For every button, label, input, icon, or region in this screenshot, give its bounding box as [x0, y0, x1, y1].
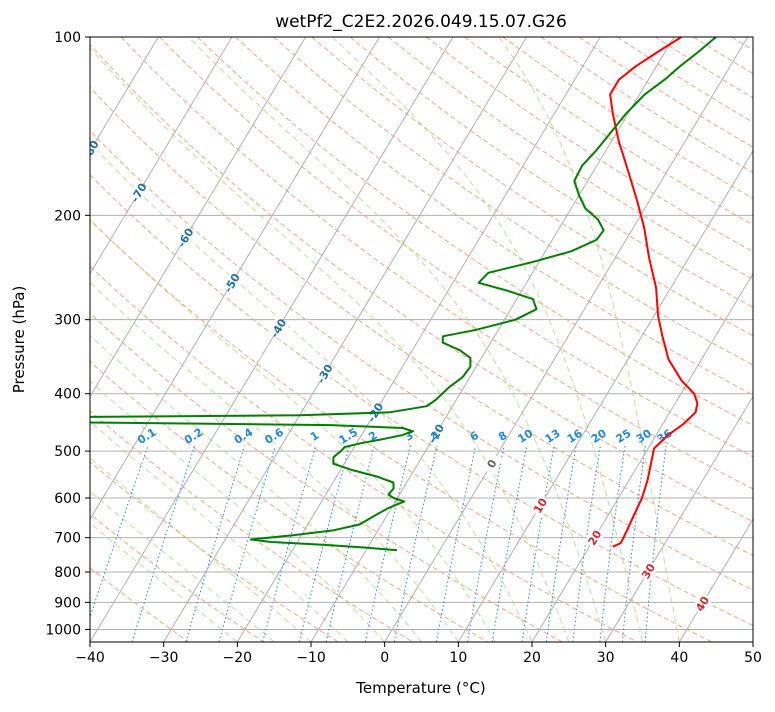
x-tick-label: −40: [75, 650, 105, 666]
moist-adiabat: [333, 37, 643, 642]
moist-adiabat: [8, 50, 532, 642]
dry-adiabat: [426, 37, 775, 642]
dry-adiabat: [0, 37, 264, 642]
x-tick-label: 30: [597, 650, 615, 666]
y-tick-label: 300: [54, 313, 81, 329]
mixing-ratio-line: [394, 446, 437, 642]
x-axis-label: Temperature (°C): [355, 679, 485, 697]
dry-adiabat: [388, 37, 775, 642]
x-tick-label: −10: [296, 650, 326, 666]
dry-adiabat: [350, 37, 775, 642]
mixing-ratio-label: 6: [468, 429, 482, 444]
chart-title: wetPf2_C2E2.2026.049.15.07.G26: [275, 12, 567, 32]
y-tick-label: 900: [54, 595, 81, 611]
mixing-ratio-label: 0.4: [232, 425, 256, 447]
dry-adiabat: [45, 37, 775, 642]
isotherm-line: [164, 37, 527, 642]
isotherm-line: [606, 37, 775, 642]
y-axis-label: Pressure (hPa): [10, 286, 28, 394]
mixing-ratio-label: 0.1: [135, 426, 158, 447]
plot-frame: [90, 37, 753, 642]
x-tick-label: −20: [223, 650, 253, 666]
isotherm-line: [16, 37, 379, 642]
isotherm-line: [90, 37, 453, 642]
y-tick-label: 100: [54, 30, 81, 46]
y-tick-label: 800: [54, 565, 81, 581]
x-tick-label: 40: [670, 650, 688, 666]
dry-adiabat: [0, 37, 413, 642]
isotherm-label-bg: [34, 93, 55, 116]
dry-adiabat: [0, 37, 338, 642]
isotherm-label: 10: [531, 496, 550, 516]
dry-adiabat: [617, 37, 775, 642]
mixing-ratio-label: 13: [543, 427, 563, 446]
mixing-ratio-line: [436, 446, 475, 642]
y-tick-label: 500: [54, 444, 81, 460]
mixing-ratio-line: [468, 446, 505, 642]
isotherm-label: -100: [0, 42, 12, 73]
isotherm-label: -50: [222, 271, 244, 295]
isotherm-label-bg: [0, 45, 10, 68]
mixing-ratio-label: 25: [614, 427, 634, 446]
mixing-ratio-line: [546, 446, 576, 642]
x-tick-label: 20: [523, 650, 541, 666]
dry-adiabat: [83, 37, 775, 642]
y-tick-label: 700: [54, 531, 81, 547]
isotherm-label: -70: [128, 181, 150, 205]
y-tick-label: 600: [54, 491, 81, 507]
mixing-ratio-label: 1: [308, 429, 321, 444]
dry-adiabat: [236, 37, 775, 642]
background-lines: [0, 37, 775, 642]
dry-adiabat: [0, 37, 562, 642]
isotherm-label: -80: [80, 138, 102, 162]
isotherm-line: [0, 37, 232, 642]
dry-adiabat: [197, 37, 775, 642]
dry-adiabat: [541, 37, 775, 642]
isotherm-label: -90: [34, 93, 56, 117]
mixing-ratio-line: [82, 446, 148, 642]
dry-adiabat: [0, 37, 712, 642]
mixing-ratio-line: [219, 446, 275, 642]
mixing-ratio-label: 36: [655, 427, 675, 446]
mixing-ratio-label: 16: [565, 427, 585, 446]
moist-adiabat: [0, 251, 311, 642]
mixing-ratio-line: [132, 446, 195, 642]
x-tick-label: −30: [149, 650, 179, 666]
mixing-ratio-line: [326, 446, 374, 642]
x-tick-label: 10: [449, 650, 467, 666]
mixing-ratio-label: 0.2: [182, 426, 205, 447]
y-tick-label: 1000: [45, 622, 81, 638]
dry-adiabat: [0, 37, 189, 642]
moist-adiabat: [0, 273, 274, 642]
isotherm-line: [532, 37, 775, 642]
x-tick-label: 50: [744, 650, 762, 666]
isotherm-label: 40: [693, 594, 712, 614]
isotherm-line: [753, 37, 775, 642]
mixing-ratio-line: [622, 446, 645, 642]
dry-adiabat: [655, 37, 775, 642]
dry-adiabat: [274, 37, 775, 642]
isotherm-label: 20: [586, 528, 605, 548]
y-tick-label: 400: [54, 387, 81, 403]
isotherm-label: 30: [639, 561, 658, 581]
y-tick-label: 200: [54, 208, 81, 224]
dry-adiabat: [0, 37, 488, 642]
moist-adiabat: [0, 293, 237, 642]
x-tick-label: 0: [380, 650, 389, 666]
mixing-ratio-label: 10: [516, 427, 536, 446]
isotherm-line: [311, 37, 674, 642]
